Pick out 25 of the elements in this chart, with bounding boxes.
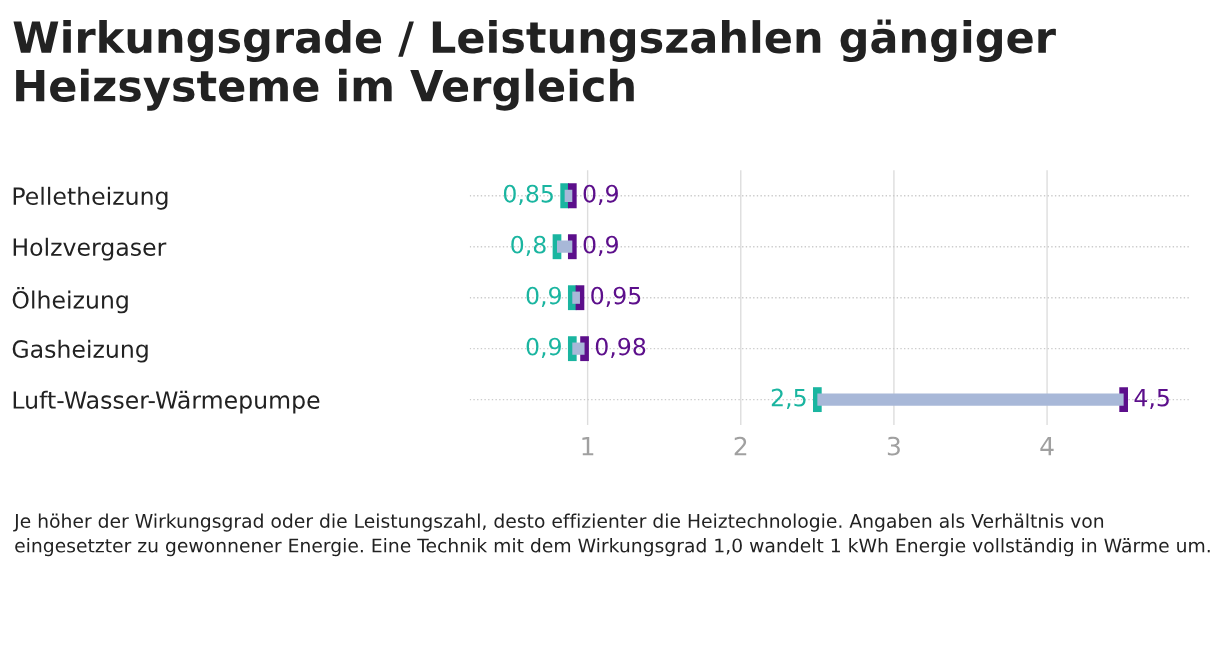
chart-title: Wirkungsgrade / Leistungszahlen gängiger Heizsysteme im Vergleich [13,19,1056,111]
data-label: 4,5 [1134,388,1169,409]
bar [572,342,585,355]
bar [556,240,573,253]
x-tick-label: 1 [582,436,594,456]
data-label: 0,9 [583,235,618,256]
data-label: 0,8 [511,235,546,256]
data-label: 2,5 [771,388,806,409]
data-label: 0,9 [526,286,561,307]
data-label: 0,98 [595,337,646,358]
data-label: 0,9 [526,337,561,358]
x-tick-label: 4 [1040,436,1054,456]
bar [572,291,580,304]
y-tick-label: Gasheizung [12,339,148,363]
bar [817,393,1124,406]
x-tick-label: 2 [734,436,747,456]
y-tick-label: Pelletheizung [13,186,168,210]
y-tick-label: Ölheizung [12,286,128,314]
text: Je höher der Wirkungsgrad oder die Leistungszahl, desto effizienter die Heiztechnologie. Angaben als Verhältnis von eingesetzter zu gewonnener Energie. Eine Technik mit dem Wirkungsgrad 1,0 wandelt 1 kWh Energie vollständig in Wärme um. [13,513,1210,557]
data-label: 0,9 [583,184,618,206]
y-tick-label: Luft-Wasser-Wärmepumpe [13,390,320,414]
x-tick-label: 3 [887,436,900,456]
y-tick-label: Holzvergaser [13,237,167,261]
data-label: 0,85 [503,184,553,206]
data-label: 0,95 [591,286,641,307]
